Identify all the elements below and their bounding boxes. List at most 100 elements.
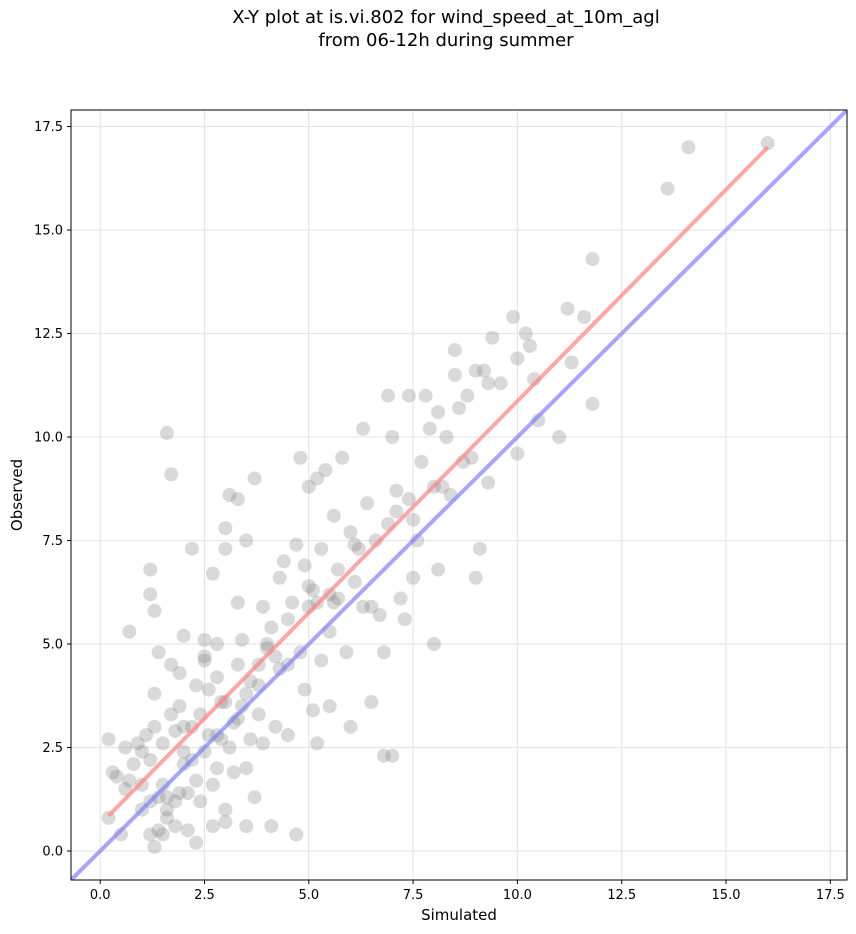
scatter-point xyxy=(272,661,287,676)
scatter-point xyxy=(147,839,162,854)
scatter-point xyxy=(226,715,241,730)
scatter-point xyxy=(422,421,437,436)
x-tick-label: 0.0 xyxy=(90,888,111,903)
scatter-point xyxy=(331,562,346,577)
scatter-point xyxy=(205,819,220,834)
scatter-point xyxy=(239,533,254,548)
scatter-point xyxy=(326,595,341,610)
scatter-point xyxy=(439,430,454,445)
fit-line xyxy=(107,145,770,818)
scatter-point xyxy=(289,827,304,842)
scatter-point xyxy=(410,533,425,548)
scatter-point xyxy=(247,790,262,805)
scatter-point xyxy=(347,537,362,552)
scatter-point xyxy=(159,802,174,817)
scatter-point xyxy=(180,823,195,838)
scatter-point xyxy=(176,719,191,734)
scatter-point xyxy=(389,483,404,498)
chart-title-line-2: from 06-12h during summer xyxy=(318,30,574,51)
scatter-points xyxy=(101,136,775,854)
scatter-point xyxy=(343,719,358,734)
scatter-point xyxy=(280,612,295,627)
scatter-point xyxy=(189,773,204,788)
scatter-point xyxy=(205,777,220,792)
scatter-point xyxy=(305,703,320,718)
scatter-point xyxy=(393,591,408,606)
scatter-point xyxy=(481,475,496,490)
x-tick-label: 7.5 xyxy=(403,888,424,903)
chart-title-line-1: X-Y plot at is.vi.802 for wind_speed_at_… xyxy=(232,7,660,28)
scatter-point xyxy=(385,748,400,763)
scatter-point xyxy=(376,748,391,763)
scatter-point xyxy=(164,467,179,482)
scatter-point xyxy=(147,686,162,701)
scatter-point xyxy=(518,326,533,341)
scatter-point xyxy=(147,603,162,618)
scatter-point xyxy=(109,769,124,784)
scatter-point xyxy=(218,815,233,830)
scatter-point xyxy=(585,396,600,411)
scatter-point xyxy=(239,819,254,834)
scatter-point xyxy=(447,367,462,382)
scatter-point xyxy=(406,570,421,585)
scatter-point xyxy=(431,562,446,577)
scatter-point xyxy=(564,355,579,370)
scatter-point xyxy=(452,401,466,416)
scatter-point xyxy=(239,686,254,701)
scatter-point xyxy=(151,645,166,660)
y-tick-label: 2.5 xyxy=(42,741,63,756)
scatter-point xyxy=(126,757,141,772)
scatter-point xyxy=(230,657,245,672)
scatter-point xyxy=(481,376,496,391)
scatter-point xyxy=(510,446,525,461)
scatter-point xyxy=(314,653,329,668)
scatter-point xyxy=(176,757,191,772)
scatter-point xyxy=(356,599,371,614)
scatter-point xyxy=(184,541,199,556)
scatter-point xyxy=(168,819,183,834)
scatter-point xyxy=(431,405,446,420)
scatter-point xyxy=(205,566,220,581)
scatter-point xyxy=(401,492,416,507)
scatter-point xyxy=(197,653,212,668)
reference-lines xyxy=(71,110,847,880)
scatter-point xyxy=(122,624,137,639)
scatter-point xyxy=(172,786,187,801)
scatter-point xyxy=(226,765,241,780)
scatter-point xyxy=(460,388,475,403)
scatter-point xyxy=(155,736,170,751)
x-tick-label: 2.5 xyxy=(194,888,215,903)
scatter-point xyxy=(189,678,204,693)
scatter-point xyxy=(114,827,129,842)
scatter-point xyxy=(351,541,366,556)
scatter-point xyxy=(468,570,483,585)
scatter-point xyxy=(318,463,333,478)
scatter-point xyxy=(335,450,350,465)
scatter-point xyxy=(406,512,421,527)
scatter-point xyxy=(143,587,158,602)
scatter-point xyxy=(493,376,508,391)
scatter-point xyxy=(506,309,521,324)
scatter-point xyxy=(235,632,250,647)
scatter-point xyxy=(189,835,204,850)
scatter-point xyxy=(310,471,325,486)
scatter-point xyxy=(305,583,320,598)
scatter-point xyxy=(176,628,191,643)
scatter-point xyxy=(210,670,225,685)
scatter-point xyxy=(151,790,166,805)
x-axis-ticks: 0.0 2.5 5.0 7.5 10.0 12.5 15.0 17.5 xyxy=(90,880,845,903)
scatter-point xyxy=(681,140,696,155)
scatter-point xyxy=(134,744,149,759)
scatter-point xyxy=(660,181,675,196)
scatter-point xyxy=(218,521,233,536)
scatter-point xyxy=(426,637,441,652)
scatter-point xyxy=(485,330,500,345)
scatter-point xyxy=(118,781,133,796)
scatter-point xyxy=(364,694,379,709)
x-tick-label: 5.0 xyxy=(298,888,319,903)
scatter-point xyxy=(389,504,404,519)
y-tick-label: 12.5 xyxy=(34,327,63,342)
scatter-point xyxy=(222,740,237,755)
scatter-point xyxy=(172,666,187,681)
